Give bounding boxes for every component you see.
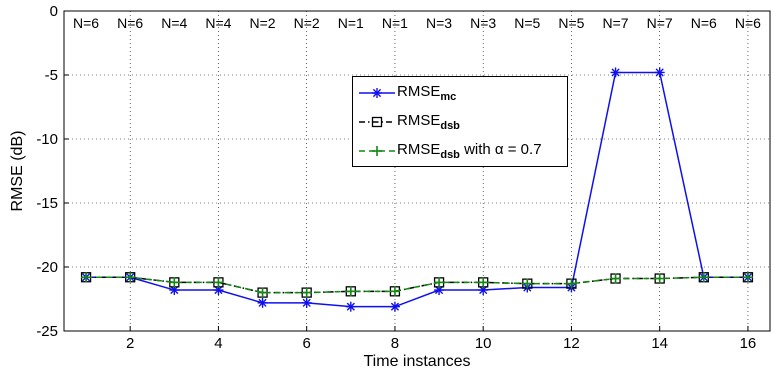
legend-swatch-mc bbox=[359, 88, 395, 98]
y-tick-label: -10 bbox=[36, 131, 58, 148]
grid-lines bbox=[64, 11, 770, 331]
n-label: N=7 bbox=[603, 15, 629, 31]
x-tick-label: 14 bbox=[651, 335, 668, 352]
plot-area bbox=[63, 10, 771, 332]
marker bbox=[346, 302, 355, 311]
n-label: N=5 bbox=[558, 15, 584, 31]
n-label: N=6 bbox=[735, 15, 761, 31]
marker bbox=[302, 298, 311, 307]
legend: RMSEmc RMSEdsb RMSEdsb with α = 0.7 bbox=[352, 76, 568, 167]
legend-label-dsb: RMSEdsb bbox=[397, 112, 460, 132]
n-label: N=3 bbox=[426, 15, 452, 31]
x-tick-label: 8 bbox=[391, 335, 399, 352]
n-label: N=3 bbox=[470, 15, 496, 31]
n-label: N=2 bbox=[250, 15, 276, 31]
n-label: N=1 bbox=[382, 15, 408, 31]
marker bbox=[390, 302, 400, 311]
marker bbox=[655, 68, 664, 77]
series-1 bbox=[80, 272, 754, 298]
series-lines bbox=[80, 67, 754, 312]
top-n-labels: N=6 N=6 N=4 N=4 N=2 N=2 N=1 N=1 N=3 N=3 N=5 N=5 N=7 N… bbox=[73, 15, 761, 31]
n-label: N=4 bbox=[161, 15, 187, 31]
marker bbox=[258, 298, 267, 307]
x-tick-label: 4 bbox=[214, 335, 222, 352]
y-axis-label: RMSE (dB) bbox=[9, 131, 26, 212]
y-tick-label: -5 bbox=[45, 67, 58, 84]
n-label: N=6 bbox=[73, 15, 99, 31]
marker bbox=[170, 285, 179, 295]
y-tick-label: 0 bbox=[50, 3, 58, 20]
y-tick-label: -15 bbox=[36, 195, 58, 212]
x-axis-label: Time instances bbox=[364, 353, 471, 370]
marker bbox=[371, 116, 383, 128]
n-label: N=1 bbox=[338, 15, 364, 31]
series-line bbox=[86, 276, 748, 294]
legend-label-dsb-alpha: RMSEdsb with α = 0.7 bbox=[397, 141, 542, 161]
y-tick-label: -20 bbox=[36, 259, 58, 276]
x-tick-label: 16 bbox=[740, 335, 757, 352]
series-2 bbox=[81, 272, 753, 298]
n-label: N=2 bbox=[294, 15, 320, 31]
n-label: N=7 bbox=[647, 15, 673, 31]
marker bbox=[479, 285, 488, 295]
marker bbox=[372, 88, 382, 98]
x-tick-label: 12 bbox=[563, 335, 580, 352]
marker bbox=[434, 285, 444, 295]
legend-item-dsb: RMSEdsb bbox=[353, 110, 567, 134]
n-label: N=6 bbox=[691, 15, 717, 31]
legend-item-dsb-alpha: RMSEdsb with α = 0.7 bbox=[353, 139, 567, 163]
x-axis: 2 4 6 8 10 12 14 16 bbox=[126, 326, 756, 352]
x-tick-label: 10 bbox=[475, 335, 492, 352]
legend-label-mc: RMSEmc bbox=[397, 83, 457, 103]
series-line bbox=[86, 71, 748, 308]
legend-swatch-dsb bbox=[359, 116, 395, 128]
y-tick-label: -25 bbox=[36, 323, 58, 340]
marker bbox=[611, 68, 620, 77]
marker bbox=[214, 285, 223, 295]
n-label: N=5 bbox=[514, 15, 540, 31]
y-axis: 0 -5 -10 -15 -20 -25 bbox=[36, 3, 69, 340]
legend-swatch-dsb-alpha bbox=[359, 146, 395, 156]
x-tick-label: 6 bbox=[303, 335, 311, 352]
legend-item-mc: RMSEmc bbox=[353, 81, 567, 105]
n-label: N=6 bbox=[117, 15, 143, 31]
n-label: N=4 bbox=[205, 15, 231, 31]
x-tick-label: 2 bbox=[126, 335, 134, 352]
